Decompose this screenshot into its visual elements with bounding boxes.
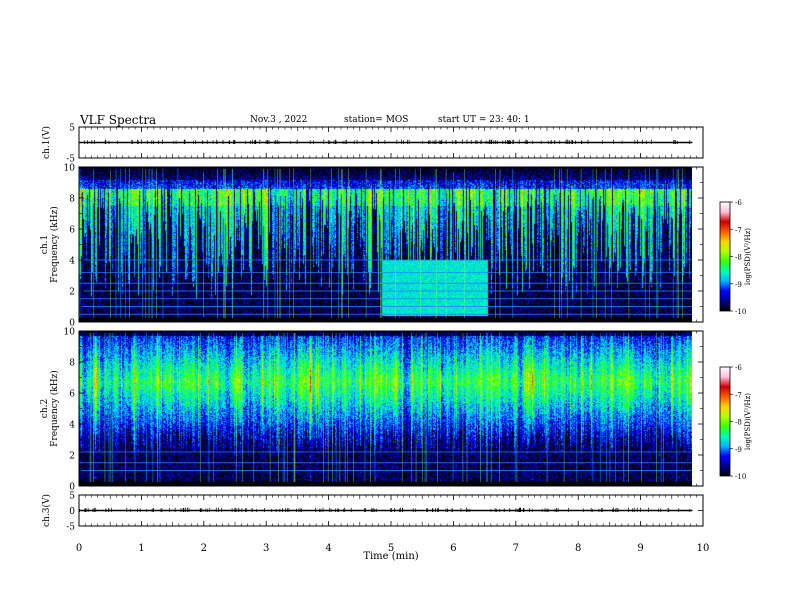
- y-tick-label: -5: [66, 523, 75, 533]
- colorbar-label: log(PSD)(V²/Hz): [744, 393, 752, 450]
- date-label: Nov.3 , 2022: [250, 115, 308, 125]
- colorbar-tick-label: -9: [735, 281, 742, 289]
- x-tick-label: 7: [513, 543, 519, 554]
- colorbar-ramp: [720, 202, 730, 311]
- x-tick-label: 6: [450, 543, 456, 554]
- channel-label: ch.2: [40, 399, 50, 418]
- colorbar-tick-label: -8: [735, 254, 742, 262]
- figure-title: VLF Spectra: [80, 113, 157, 127]
- y-tick-label: 2: [69, 452, 75, 462]
- x-tick-label: 9: [637, 543, 643, 554]
- colorbar-ramp: [720, 367, 730, 476]
- y-tick-label: 0: [69, 483, 75, 493]
- y-tick-label: 4: [69, 257, 75, 267]
- x-tick-label: 5: [388, 543, 394, 554]
- y-tick-label: 0: [69, 507, 75, 517]
- colorbar-tick-label: -6: [735, 364, 742, 372]
- y-axis-label: Frequency (kHz): [49, 206, 60, 283]
- colorbar-tick-label: -7: [735, 391, 742, 399]
- x-tick-label: 0: [76, 543, 82, 554]
- x-tick-label: 10: [697, 543, 710, 554]
- y-axis-label: ch.1(V): [41, 126, 52, 159]
- y-tick-label: 4: [69, 421, 75, 431]
- y-tick-label: 6: [69, 390, 75, 400]
- y-tick-label: 8: [69, 195, 75, 205]
- ch1-waveform-panel: 5 -5 ch.1(V): [41, 124, 704, 165]
- y-tick-label: 8: [69, 359, 75, 369]
- channel-label: ch.1: [40, 235, 50, 254]
- time-axis: 0 1 2 3 4 5 6 7 8 9 10 Time (min): [76, 543, 710, 562]
- y-tick-label: 5: [69, 492, 75, 502]
- spectrogram-image: [79, 331, 692, 486]
- station-label: station= MOS: [344, 115, 409, 125]
- ch2-spectrogram-panel: 0 2 4 6 8 10 ch.2 Frequency (kHz): [40, 328, 704, 493]
- colorbar-tick-label: -7: [735, 226, 742, 234]
- colorbar-tick-label: -10: [735, 308, 746, 316]
- x-tick-label: 3: [263, 543, 269, 554]
- y-tick-label: 10: [64, 328, 76, 338]
- x-axis-label: Time (min): [363, 551, 418, 562]
- ch1-spectrogram-panel: 0 2 4 6 8 10 ch.1 Frequency (kHz): [40, 164, 704, 329]
- x-tick-label: 8: [575, 543, 581, 554]
- colorbar-tick-label: -6: [735, 199, 742, 207]
- ch3-waveform-panel: 5 0 -5 ch.3(V): [41, 492, 704, 533]
- y-tick-label: -5: [66, 155, 75, 165]
- y-tick-label: 2: [69, 288, 75, 298]
- colorbar-label: log(PSD)(V²/Hz): [744, 228, 752, 285]
- x-tick-label: 1: [138, 543, 144, 554]
- colorbar-tick-label: -8: [735, 419, 742, 427]
- y-tick-label: 10: [64, 164, 76, 174]
- x-tick-label: 2: [201, 543, 207, 554]
- y-axis-label: Frequency (kHz): [49, 370, 60, 447]
- y-axis-label: ch.3(V): [41, 494, 52, 527]
- ch2-colorbar: -6 -7 -8 -9 -10 log(PSD)(V²/Hz): [719, 364, 752, 481]
- x-tick-label: 4: [325, 543, 331, 554]
- ch1-colorbar: -6 -7 -8 -9 -10 log(PSD)(V²/Hz): [719, 199, 752, 316]
- colorbar-tick-label: -9: [735, 446, 742, 454]
- y-tick-label: 5: [69, 124, 75, 134]
- start-time-label: start UT = 23: 40: 1: [438, 115, 530, 125]
- y-tick-label: 6: [69, 226, 75, 236]
- y-tick-label: 0: [69, 319, 75, 329]
- spectrogram-image: [79, 167, 692, 322]
- colorbar-tick-label: -10: [735, 473, 746, 481]
